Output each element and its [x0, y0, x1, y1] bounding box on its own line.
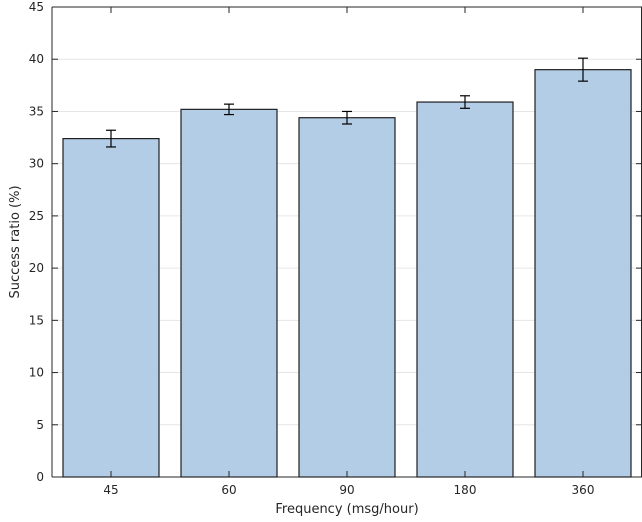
x-tick-label: 180: [454, 483, 477, 497]
x-tick-labels: 45 60 90 180 360: [103, 483, 594, 497]
error-bars: [106, 57, 588, 148]
bar-360: [534, 69, 632, 478]
y-tick-label: 45: [29, 0, 44, 14]
y-tick-label: 0: [36, 470, 44, 484]
y-tick-label: 25: [29, 209, 44, 223]
y-tick-label: 35: [29, 104, 44, 118]
x-axis-label: Frequency (msg/hour): [275, 502, 418, 517]
bar-45: [62, 138, 160, 478]
bar-90: [298, 117, 396, 478]
bars: [62, 69, 632, 478]
x-tick-label: 360: [572, 483, 595, 497]
y-tick-label: 10: [29, 366, 44, 380]
bar-180: [416, 101, 514, 478]
x-tick-label: 45: [103, 483, 118, 497]
bar-60: [180, 108, 278, 478]
y-tick-label: 30: [29, 157, 44, 171]
y-tick-label: 15: [29, 313, 44, 327]
y-axis-label: Success ratio (%): [8, 185, 23, 298]
x-tick-label: 90: [339, 483, 354, 497]
x-tick-label: 60: [221, 483, 236, 497]
y-tick-labels: 0 5 10 15 20 25 30 35 40 45: [29, 0, 44, 484]
y-tick-label: 40: [29, 52, 44, 66]
y-tick-label: 20: [29, 261, 44, 275]
y-tick-label: 5: [36, 418, 44, 432]
